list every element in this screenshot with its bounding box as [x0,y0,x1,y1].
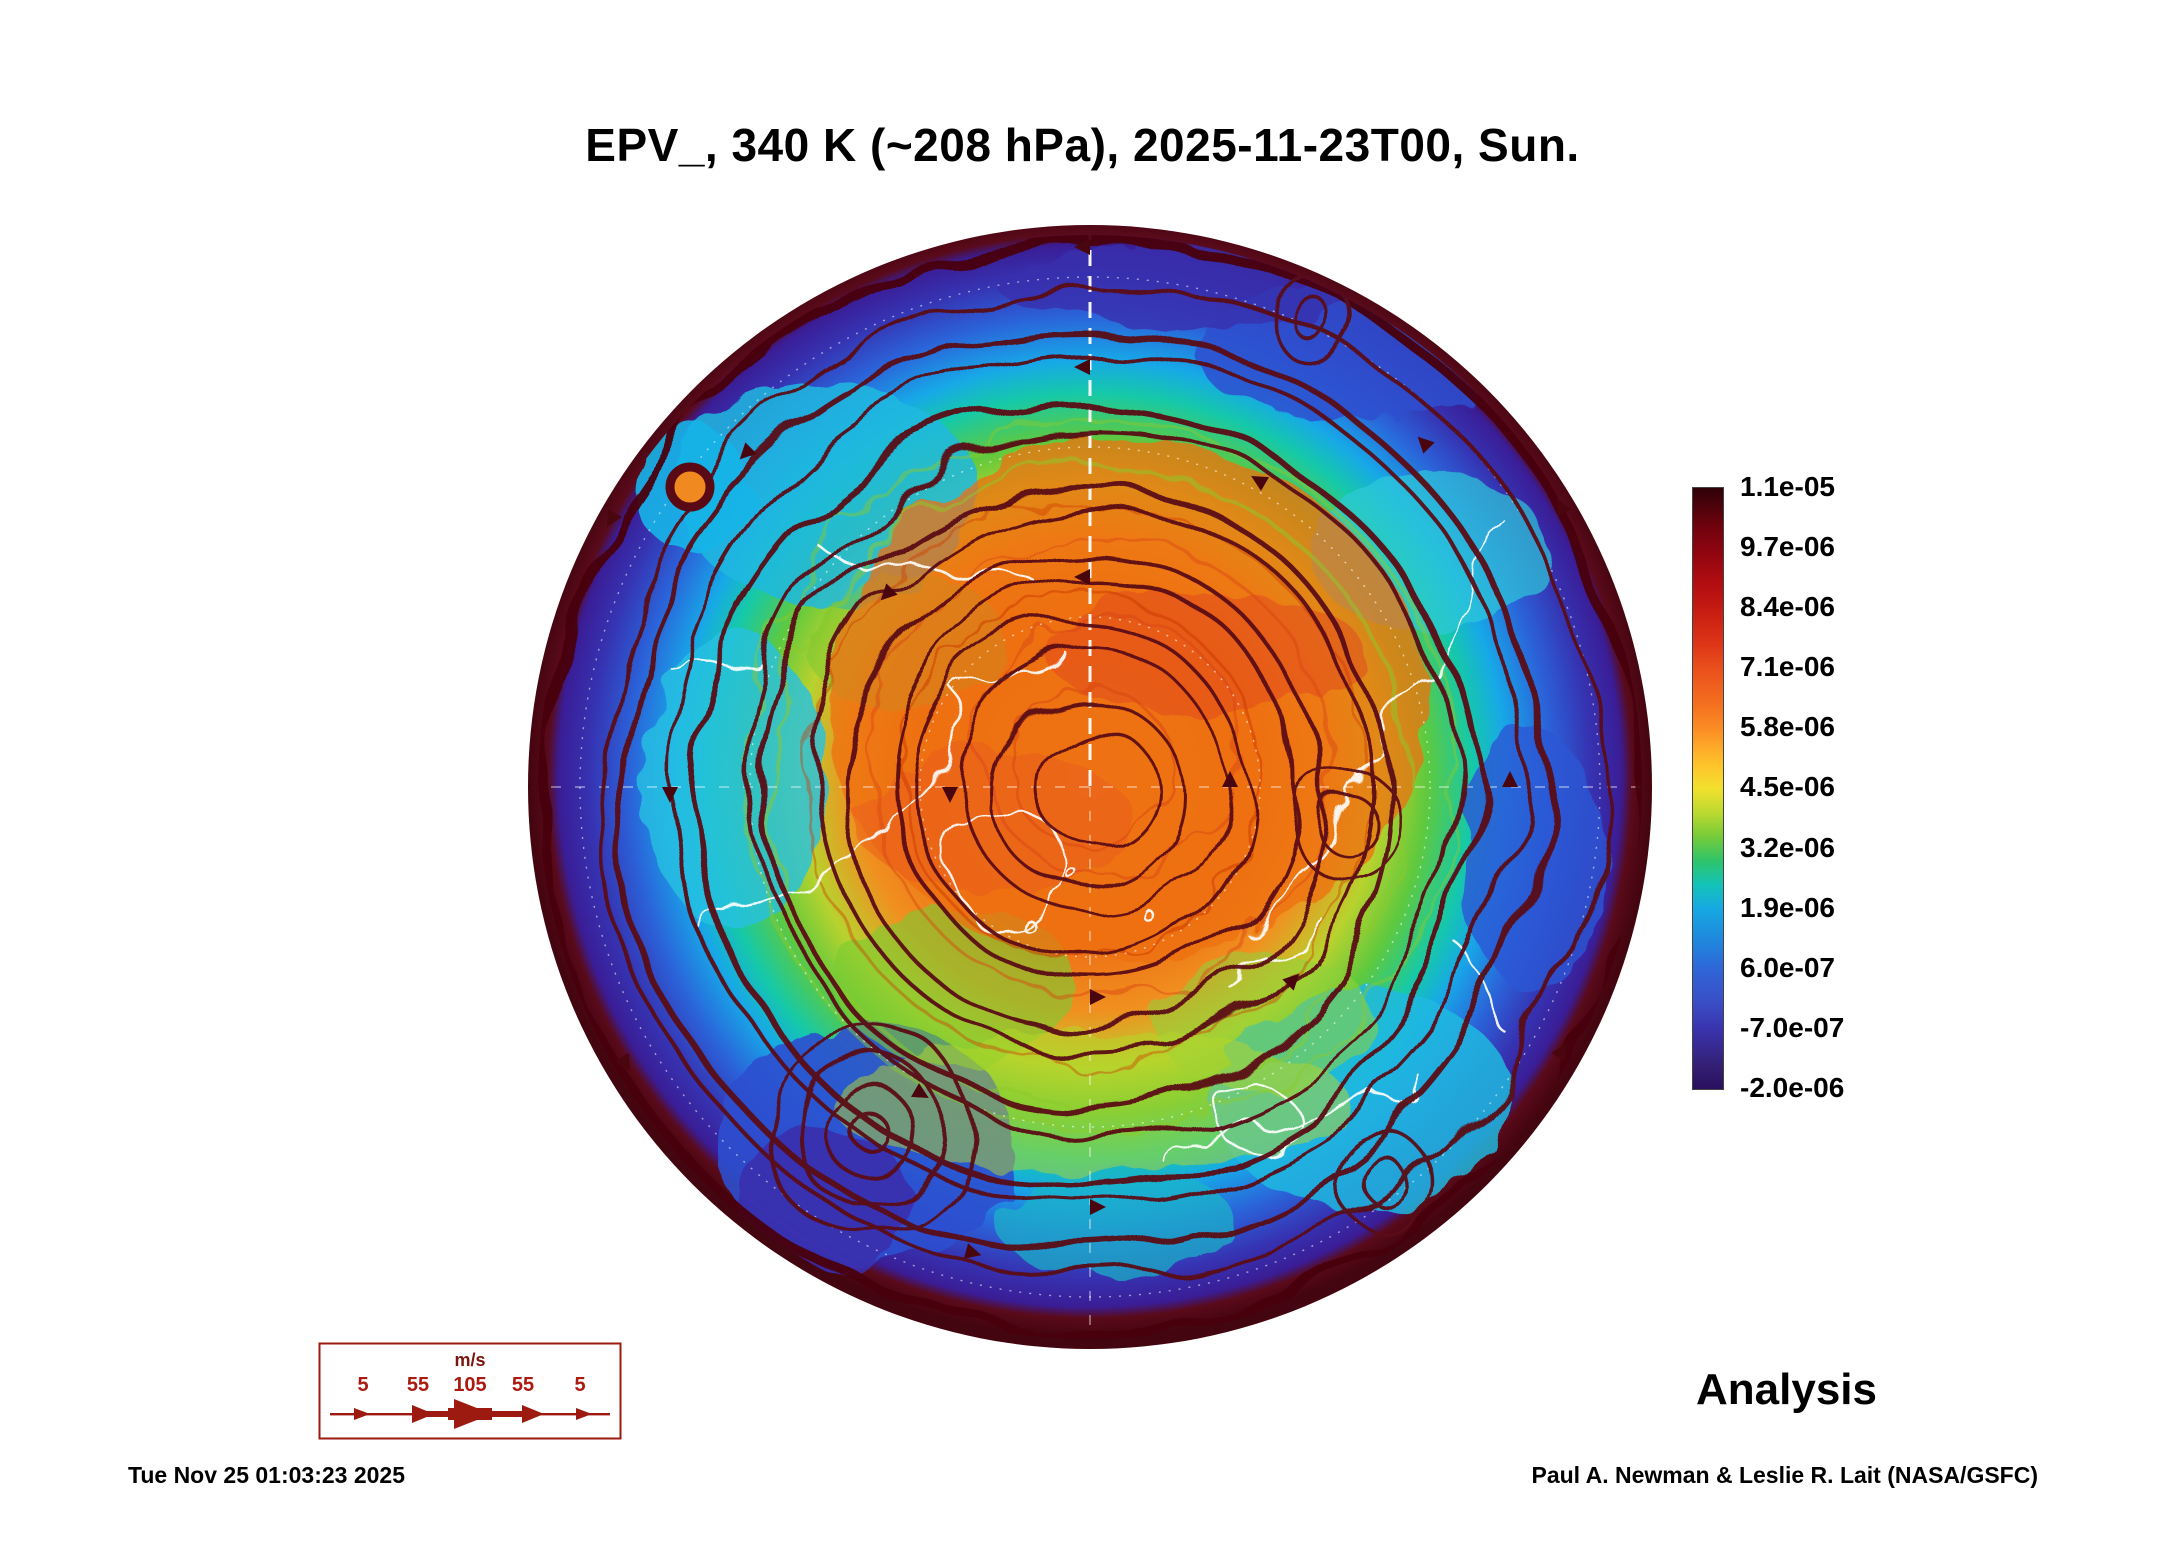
plot-title: EPV_, 340 K (~208 hPa), 2025-11-23T00, S… [585,119,1580,171]
wind-speed-scale-glyph [330,1399,610,1429]
colorbar [1692,487,1724,1090]
colorbar-tick-label: 4.5e-06 [1740,771,1835,803]
wind-speed-legend: m/s 5 55 105 55 5 [318,1342,622,1440]
wind-speed-value: 5 [574,1374,585,1396]
wind-speed-value: 5 [357,1374,368,1396]
colorbar-tick-label: 7.1e-06 [1740,651,1835,683]
colorbar-tick-label: -7.0e-07 [1740,1011,1845,1043]
wind-speed-value: 55 [512,1374,534,1396]
colorbar-tick-label: -2.0e-06 [1740,1071,1845,1103]
colorbar-tick-label: 3.2e-06 [1740,831,1835,863]
epv-polar-map [528,225,1652,1349]
flow-arrows [607,239,1572,1259]
analysis-label: Analysis [1696,1365,1877,1414]
colorbar-tick-label: 5.8e-06 [1740,711,1835,743]
wind-legend-unit: m/s [454,1350,485,1370]
colorbar-tick-label: 1.1e-05 [1740,471,1835,502]
wind-speed-value: 55 [407,1374,429,1396]
credit-line: Paul A. Newman & Leslie R. Lait (NASA/GS… [1531,1462,2038,1488]
colorbar-tick-label: 9.7e-06 [1740,531,1835,563]
generation-timestamp: Tue Nov 25 01:03:23 2025 [128,1462,406,1488]
streamlines [538,235,1642,1339]
colorbar-tick-label: 6.0e-07 [1740,951,1835,983]
eddy-ring [665,462,715,512]
colorbar-tick-labels: 1.1e-05 9.7e-06 8.4e-06 7.1e-06 5.8e-06 … [1740,473,1920,1102]
colorbar-tick-label: 1.9e-06 [1740,891,1835,923]
colorbar-tick-label: 8.4e-06 [1740,591,1835,623]
wind-speed-value: 105 [453,1374,486,1396]
